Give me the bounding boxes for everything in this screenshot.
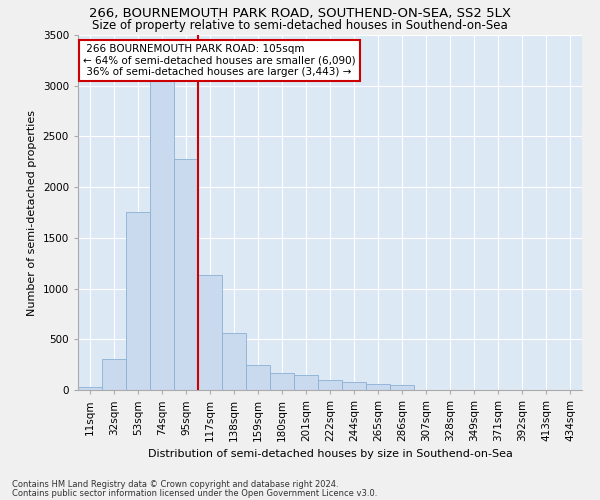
Bar bbox=[342, 382, 366, 390]
Text: 266 BOURNEMOUTH PARK ROAD: 105sqm
← 64% of semi-detached houses are smaller (6,0: 266 BOURNEMOUTH PARK ROAD: 105sqm ← 64% … bbox=[83, 44, 356, 77]
Bar bbox=[390, 385, 414, 390]
Bar bbox=[222, 333, 246, 390]
X-axis label: Distribution of semi-detached houses by size in Southend-on-Sea: Distribution of semi-detached houses by … bbox=[148, 450, 512, 460]
Bar bbox=[318, 380, 342, 390]
Bar bbox=[150, 66, 174, 390]
Bar bbox=[366, 384, 390, 390]
Bar bbox=[270, 374, 294, 390]
Text: Contains HM Land Registry data © Crown copyright and database right 2024.: Contains HM Land Registry data © Crown c… bbox=[12, 480, 338, 489]
Bar bbox=[126, 212, 150, 390]
Bar bbox=[198, 276, 222, 390]
Bar bbox=[78, 388, 102, 390]
Bar bbox=[102, 359, 126, 390]
Text: 266, BOURNEMOUTH PARK ROAD, SOUTHEND-ON-SEA, SS2 5LX: 266, BOURNEMOUTH PARK ROAD, SOUTHEND-ON-… bbox=[89, 8, 511, 20]
Text: Size of property relative to semi-detached houses in Southend-on-Sea: Size of property relative to semi-detach… bbox=[92, 19, 508, 32]
Bar bbox=[174, 158, 198, 390]
Y-axis label: Number of semi-detached properties: Number of semi-detached properties bbox=[27, 110, 37, 316]
Bar bbox=[246, 364, 270, 390]
Bar bbox=[294, 375, 318, 390]
Text: Contains public sector information licensed under the Open Government Licence v3: Contains public sector information licen… bbox=[12, 488, 377, 498]
